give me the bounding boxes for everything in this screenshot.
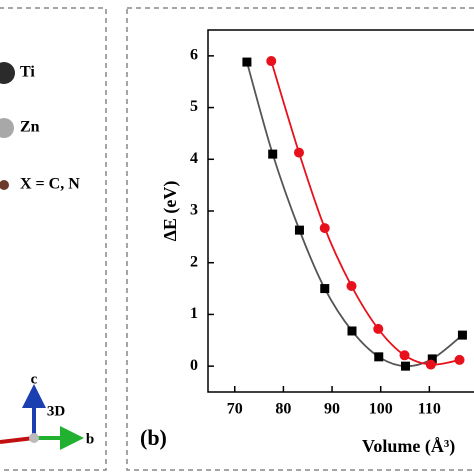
data-point	[268, 149, 278, 159]
data-point	[399, 350, 410, 361]
fit-curve	[246, 61, 463, 368]
y-tick-label: 3	[190, 202, 198, 219]
data-point	[266, 56, 277, 67]
panel-a-frame	[0, 7, 107, 471]
panel-b-frame	[126, 7, 474, 471]
y-tick-label: 4	[190, 150, 198, 167]
data-point	[373, 323, 384, 334]
panel-label: (b)	[140, 425, 167, 450]
axis-c: c	[31, 371, 38, 387]
atom-swatch	[0, 180, 9, 190]
data-point	[346, 280, 357, 291]
y-axis-title: ΔE (eV)	[160, 181, 181, 242]
atom-label: X = C, N	[20, 176, 80, 193]
atom-label: Zn	[20, 119, 40, 136]
plot-frame	[207, 29, 474, 393]
x-tick-label: 90	[324, 401, 340, 418]
y-tick-label: 1	[190, 305, 198, 322]
data-point	[293, 147, 304, 158]
x-tick-label: 80	[275, 401, 291, 418]
data-point	[401, 361, 411, 371]
data-point	[242, 57, 252, 67]
x-tick-label: 110	[418, 401, 441, 418]
data-point	[427, 354, 437, 364]
atom-swatch	[0, 118, 14, 138]
x-tick-label: 70	[227, 401, 243, 418]
data-point	[374, 352, 384, 362]
data-point	[457, 330, 467, 340]
data-point	[347, 326, 357, 336]
data-point	[319, 223, 330, 234]
data-point	[320, 284, 330, 294]
atom-swatch	[0, 62, 15, 84]
data-point	[454, 354, 465, 365]
y-tick-label: 0	[190, 357, 198, 374]
y-tick-label: 5	[190, 98, 198, 115]
axis-b: b	[86, 431, 94, 447]
atom-label: Ti	[20, 64, 35, 81]
y-tick-label: 2	[190, 253, 198, 270]
x-axis-title: Volume (Å³)	[362, 436, 455, 457]
view-label: 3D	[47, 403, 66, 419]
fit-curve	[270, 60, 460, 366]
data-point	[425, 359, 436, 370]
y-tick-label: 6	[190, 47, 198, 64]
x-tick-label: 100	[369, 401, 393, 418]
data-point	[294, 225, 304, 235]
axis-indicator: c 3D b	[0, 371, 94, 450]
